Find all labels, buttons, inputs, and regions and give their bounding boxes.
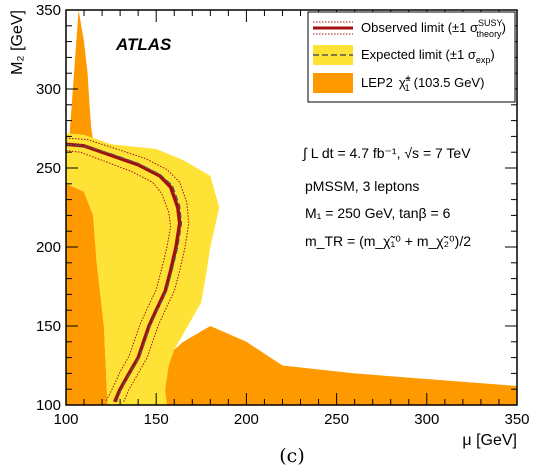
plot-frame xyxy=(65,9,518,406)
x-tick-label: 350 xyxy=(504,411,529,428)
y-tick-label: 200 xyxy=(36,239,61,256)
x-tick-label: 200 xyxy=(234,411,259,428)
model-annotation: pMSSM, 3 leptons xyxy=(305,178,419,194)
legend-label-expected: Expected limit (±1 σexp) xyxy=(361,47,495,65)
legend-entry-observed: Observed limit (±1 σSUSY theory) xyxy=(313,18,506,39)
observed-limit-line xyxy=(66,142,182,403)
params-annotation: M₁ = 250 GeV, tanβ = 6 xyxy=(305,205,451,221)
x-tick-labels: 100 150 200 250 300 350 xyxy=(53,411,529,428)
observed-limit-minus-sigma xyxy=(66,150,172,403)
mtr-annotation: m_TR = (m_χ̃₁⁰ + m_χ̃₂⁰)/2 xyxy=(305,233,471,249)
legend-entry-expected: Expected limit (±1 σexp) xyxy=(313,45,495,65)
y-axis-title: M₂ [GeV] xyxy=(9,10,26,75)
legend: Observed limit (±1 σSUSY theory) Expected… xyxy=(307,11,516,103)
legend-label-lep: LEP2 χ̃± 1 (103.5 GeV) xyxy=(361,73,484,93)
y-tick-label: 150 xyxy=(36,318,61,335)
lumi-annotation: ∫ L dt = 4.7 fb⁻¹, √s = 7 TeV xyxy=(302,145,471,161)
limit-curves xyxy=(66,137,190,403)
legend-label-observed: Observed limit (±1 σSUSY theory) xyxy=(361,18,506,39)
x-tick-label: 300 xyxy=(414,411,439,428)
x-tick-label: 150 xyxy=(144,411,169,428)
figure-caption: (c) xyxy=(279,445,304,467)
lep-excluded-region-bottom xyxy=(134,326,517,405)
x-tick-label: 100 xyxy=(53,411,78,428)
legend-swatch-lep xyxy=(313,73,353,93)
y-tick-label: 300 xyxy=(36,81,61,98)
expected-limit-band xyxy=(66,133,220,405)
y-tick-label: 250 xyxy=(36,160,61,177)
legend-entry-lep: LEP2 χ̃± 1 (103.5 GeV) xyxy=(313,73,484,93)
y-tick-label: 100 xyxy=(36,397,61,414)
expected-limit-line xyxy=(66,143,183,403)
x-tick-label: 250 xyxy=(324,411,349,428)
atlas-label: ATLAS xyxy=(115,35,172,54)
plot-regions xyxy=(66,10,517,405)
y-tick-label: 350 xyxy=(36,2,61,19)
x-axis-title: μ [GeV] xyxy=(462,432,517,449)
lep-excluded-region-left xyxy=(66,10,108,405)
y-tick-labels: 100 150 200 250 300 350 xyxy=(36,2,61,414)
